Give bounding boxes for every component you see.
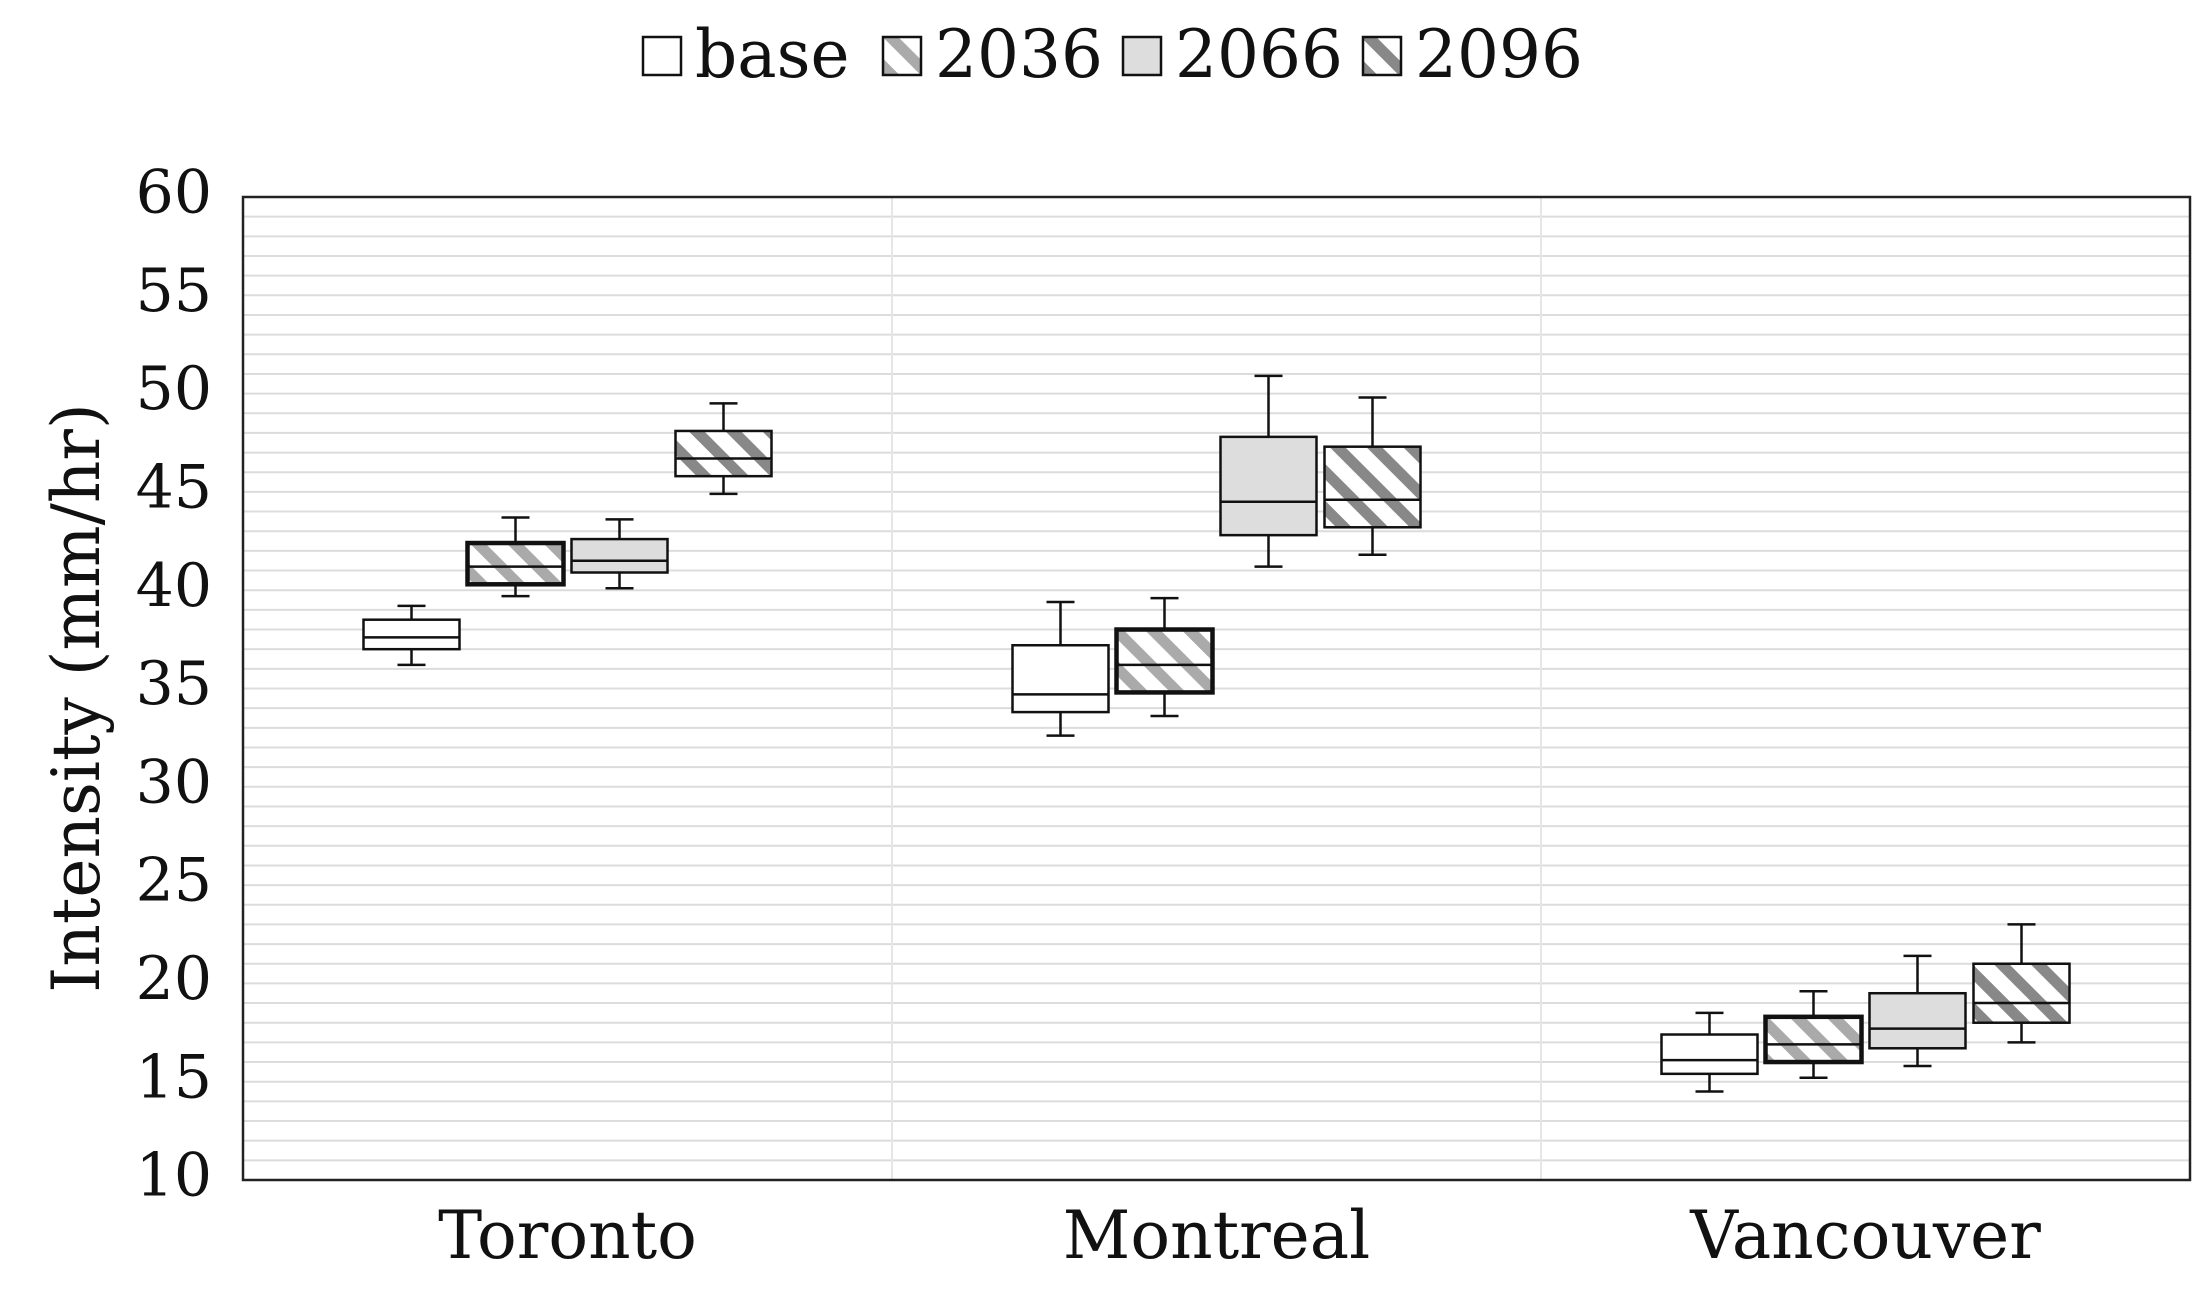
box-iqr [1011,643,1110,714]
y-tick-label: 15 [136,1042,212,1112]
box-base-toronto [362,604,461,667]
box-iqr [1660,1033,1759,1076]
y-tick-label: 55 [136,256,212,326]
box-2066-vancouver [1868,954,1967,1068]
box-iqr [1323,445,1422,529]
y-tick-label: 25 [136,846,212,916]
legend-swatch [1361,35,1403,77]
box-iqr [362,618,461,651]
box-iqr [465,540,566,587]
box-iqr [1763,1014,1864,1065]
y-tick-label: 35 [136,649,212,719]
legend-item-2066: 2066 [1121,16,1343,93]
legend-item-2036: 2036 [881,16,1103,93]
y-tick-label: 60 [136,158,212,228]
box-2036-vancouver [1763,990,1864,1080]
legend-label: 2096 [1415,16,1583,93]
box-iqr [1868,991,1967,1050]
x-axis: Toronto Montreal Vancouver [438,1197,2041,1274]
box-base-vancouver [1660,1011,1759,1093]
x-tick-label: Montreal [1063,1197,1370,1274]
box-base-montreal [1011,600,1110,737]
box-2066-montreal [1219,374,1318,568]
plot-frame [241,195,2192,1182]
box-2096-toronto [674,402,773,496]
x-tick-label: Toronto [438,1197,697,1274]
box-2036-toronto [465,516,566,598]
y-tick-label: 20 [136,944,212,1014]
legend-swatch [881,35,923,77]
y-tick-label: 50 [136,354,212,424]
box-2036-montreal [1114,596,1215,718]
box-iqr [570,537,669,574]
box-2096-vancouver [1972,923,2071,1044]
y-tick-label: 30 [136,747,212,817]
box-iqr [1219,435,1318,537]
legend-item-2096: 2096 [1361,16,1583,93]
y-axis-title: Intensity (mm/hr) [38,403,115,992]
y-tick-label: 10 [136,1141,212,1211]
legend-label: 2036 [935,16,1103,93]
plot-area [241,195,2192,1182]
legend-label: 2066 [1175,16,1343,93]
box-2066-toronto [570,518,669,590]
legend-item-base: base [641,16,850,93]
legend-swatch [641,35,683,77]
box-iqr [1972,962,2071,1024]
legend: base 2036 2066 2096 [641,16,1583,93]
box-iqr [674,429,773,478]
y-axis: 10 15 20 25 30 35 40 45 50 55 60 [136,158,212,1211]
y-tick-label: 40 [136,551,212,621]
legend-swatch [1121,35,1163,77]
y-tick-label: 45 [136,452,212,522]
box-iqr [1114,627,1215,695]
x-tick-label: Vancouver [1689,1197,2041,1274]
box-2096-montreal [1323,396,1422,557]
legend-label: base [695,16,850,93]
